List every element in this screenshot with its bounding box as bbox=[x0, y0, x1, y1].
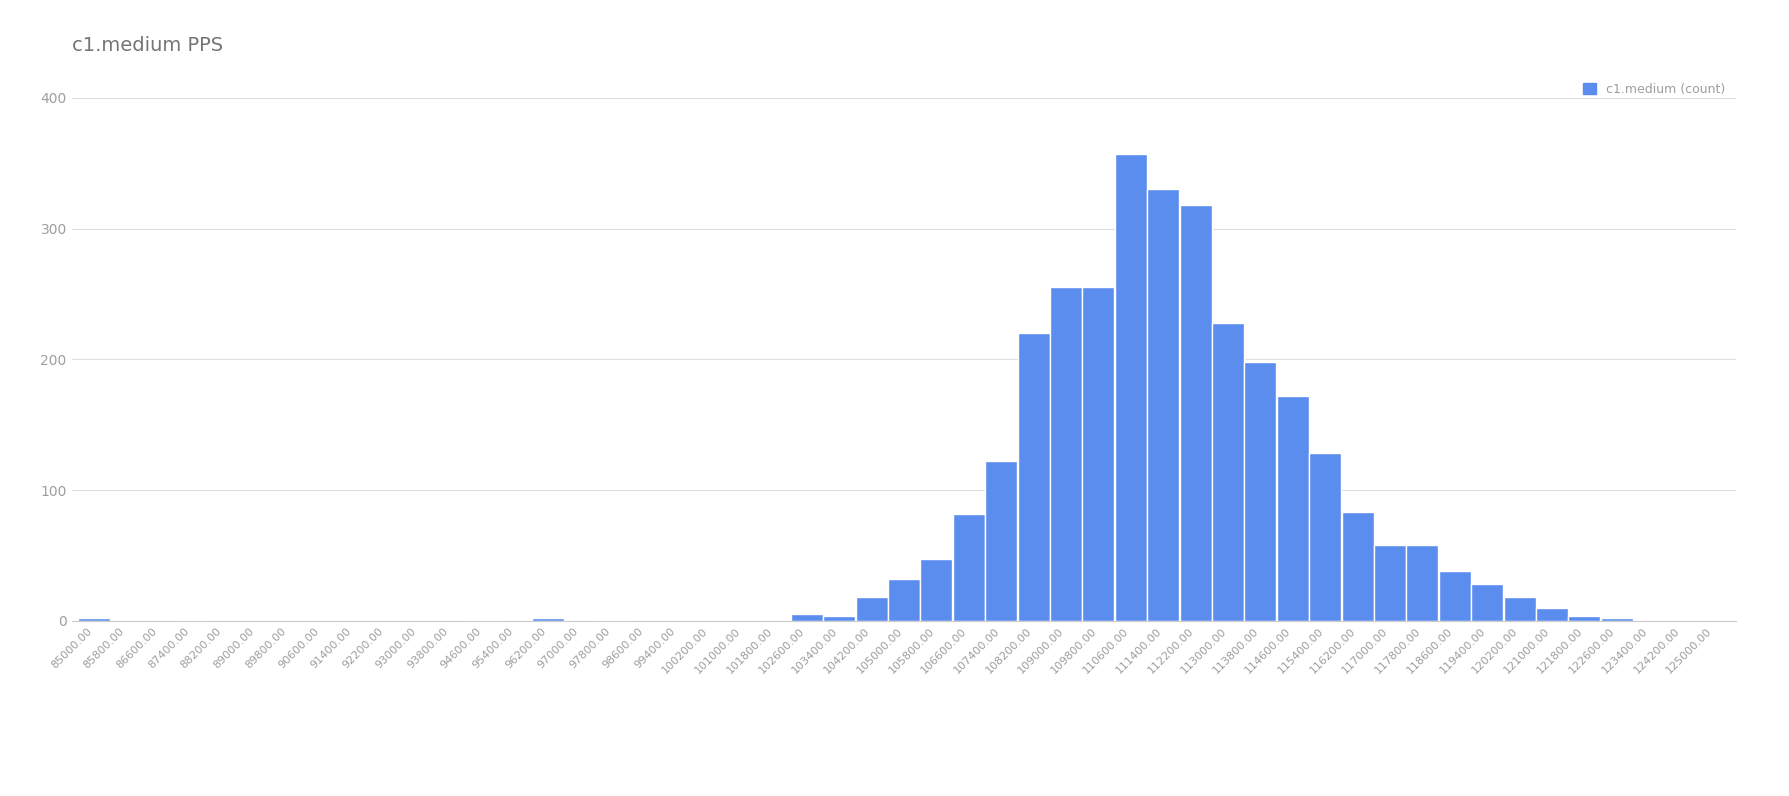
Bar bbox=[1340, 513, 1372, 621]
Bar bbox=[1374, 545, 1404, 621]
Bar bbox=[791, 615, 823, 621]
Bar bbox=[1308, 454, 1340, 621]
Bar bbox=[531, 618, 564, 621]
Bar bbox=[467, 619, 499, 621]
Bar bbox=[887, 579, 920, 621]
Bar bbox=[1276, 396, 1308, 621]
Bar bbox=[1503, 597, 1535, 621]
Bar bbox=[823, 615, 855, 621]
Bar bbox=[984, 462, 1016, 621]
Bar bbox=[855, 597, 887, 621]
Bar bbox=[1082, 287, 1115, 621]
Bar bbox=[1599, 618, 1632, 621]
Bar bbox=[952, 513, 984, 621]
Bar bbox=[1179, 205, 1211, 621]
Bar bbox=[1211, 322, 1243, 621]
Bar bbox=[79, 618, 109, 621]
Bar bbox=[1471, 584, 1503, 621]
Bar bbox=[1050, 287, 1081, 621]
Bar bbox=[175, 619, 208, 621]
Bar bbox=[1406, 545, 1438, 621]
Legend: c1.medium (count): c1.medium (count) bbox=[1578, 78, 1730, 101]
Bar bbox=[920, 560, 952, 621]
Bar bbox=[596, 619, 628, 621]
Bar bbox=[1438, 572, 1471, 621]
Bar bbox=[1243, 362, 1276, 621]
Bar bbox=[1567, 615, 1599, 621]
Bar bbox=[1147, 189, 1179, 621]
Bar bbox=[1016, 334, 1048, 621]
Bar bbox=[1115, 154, 1147, 621]
Text: c1.medium PPS: c1.medium PPS bbox=[72, 36, 222, 55]
Bar bbox=[1535, 608, 1567, 621]
